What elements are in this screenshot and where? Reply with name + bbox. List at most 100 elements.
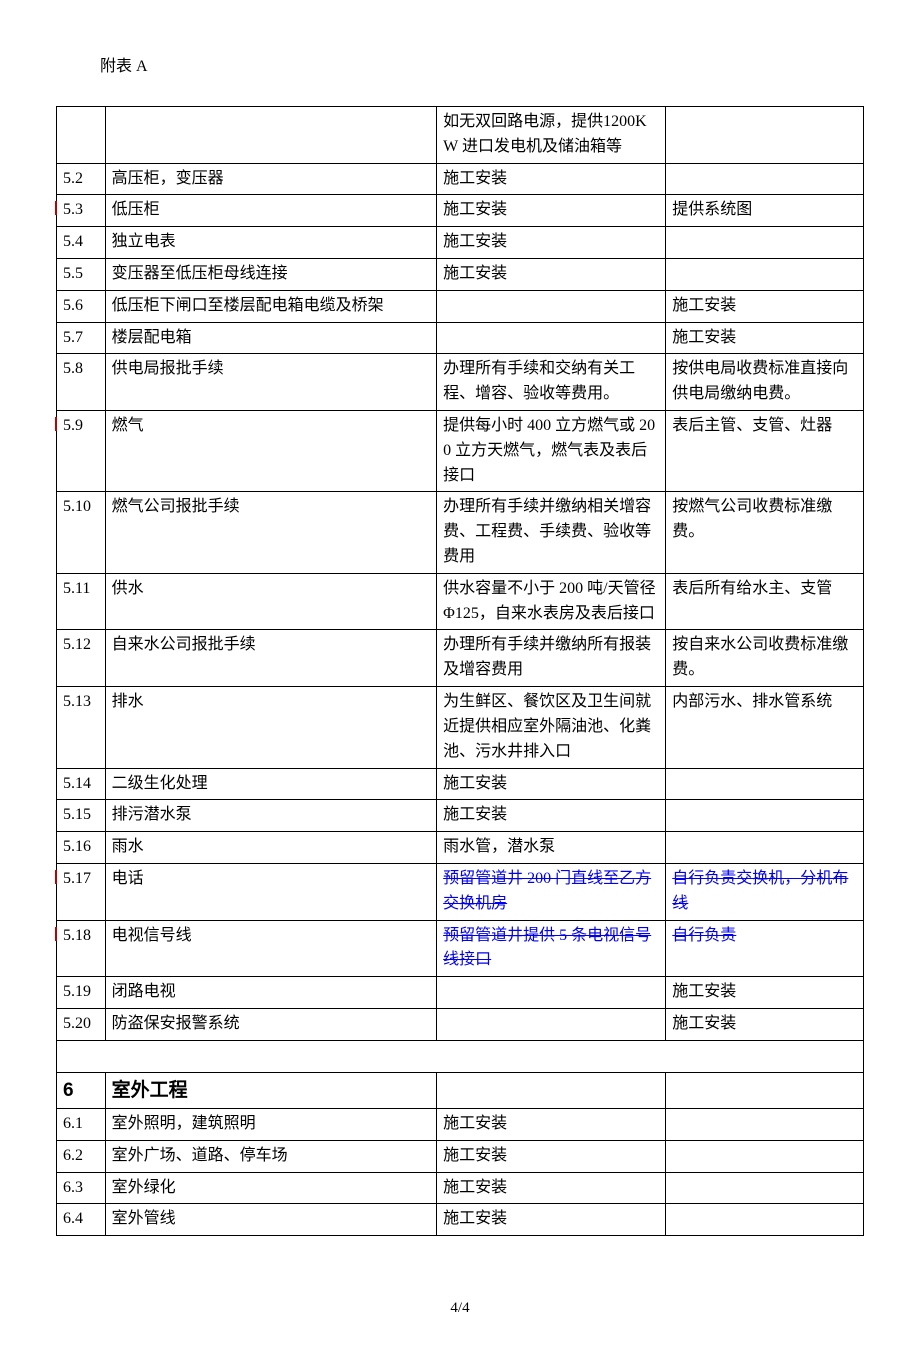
cell-col4 [666,163,864,195]
cell-col4: 自行负责交换机，分机布线 [666,863,864,920]
cell-number: 5.10 [57,492,106,573]
table-row: 6室外工程 [57,1072,864,1108]
cell-col4 [666,1108,864,1140]
table-row: 5.17电话预留管道井 200 门直线至乙方交换机房自行负责交换机，分机布线 [57,863,864,920]
cell-number: 5.20 [57,1008,106,1040]
cell-number: 5.16 [57,832,106,864]
cell-number: 5.13 [57,687,106,768]
cell-number: 5.12 [57,630,106,687]
cell-number: 5.11 [57,573,106,630]
cell-number: 5.9 [57,410,106,491]
cell-item: 电话 [105,863,437,920]
cell-col3: 施工安装 [437,1172,666,1204]
table-row: 5.18电视信号线预留管道井提供 5 条电视信号线接口自行负责 [57,920,864,977]
cell-item: 排污潜水泵 [105,800,437,832]
cell-col3: 办理所有手续并缴纳相关增容费、工程费、手续费、验收等费用 [437,492,666,573]
cell-col4 [666,1204,864,1236]
cell-col4 [666,832,864,864]
cell-col4 [666,258,864,290]
cell-item: 雨水 [105,832,437,864]
cell-col3: 施工安装 [437,1108,666,1140]
table-row [57,1040,864,1072]
cell-col3: 如无双回路电源，提供1200KW 进口发电机及储油箱等 [437,107,666,164]
cell-number: 5.8 [57,354,106,411]
page-footer: 4/4 [56,1300,864,1317]
cell-item: 室外绿化 [105,1172,437,1204]
cell-item: 供电局报批手续 [105,354,437,411]
cell-item: 闭路电视 [105,977,437,1009]
cell-col3: 施工安装 [437,1204,666,1236]
table-row: 6.3室外绿化施工安装 [57,1172,864,1204]
cell-item: 供水 [105,573,437,630]
cell-item: 燃气公司报批手续 [105,492,437,573]
cell-col3: 提供每小时 400 立方燃气或 200 立方天燃气，燃气表及表后接口 [437,410,666,491]
cell-number: 6 [57,1072,106,1108]
table-row: 5.2高压柜，变压器施工安装 [57,163,864,195]
cell-col3: 预留管道井 200 门直线至乙方交换机房 [437,863,666,920]
cell-col3: 施工安装 [437,227,666,259]
table-row: 5.6低压柜下闸口至楼层配电箱电缆及桥架施工安装 [57,290,864,322]
cell-col3: 办理所有手续并缴纳所有报装及增容费用 [437,630,666,687]
cell-number: 6.3 [57,1172,106,1204]
table-row: 5.7楼层配电箱施工安装 [57,322,864,354]
cell-item: 室外管线 [105,1204,437,1236]
cell-item [105,107,437,164]
cell-col4: 按燃气公司收费标准缴费。 [666,492,864,573]
table-row: 5.8供电局报批手续办理所有手续和交纳有关工程、增容、验收等费用。按供电局收费标… [57,354,864,411]
cell-col4 [666,1140,864,1172]
cell-item: 燃气 [105,410,437,491]
cell-col3: 施工安装 [437,258,666,290]
cell-number: 5.5 [57,258,106,290]
table-row: 5.20防盗保安报警系统 施工安装 [57,1008,864,1040]
cell-number [57,107,106,164]
cell-col4 [666,107,864,164]
cell-col4 [666,768,864,800]
cell-number: 5.7 [57,322,106,354]
cell-number: 6.2 [57,1140,106,1172]
cell-number: 5.2 [57,163,106,195]
cell-col3: 预留管道井提供 5 条电视信号线接口 [437,920,666,977]
cell-number: 5.3 [57,195,106,227]
cell-col3 [437,977,666,1009]
table-row: 5.5变压器至低压柜母线连接施工安装 [57,258,864,290]
cell-item: 室外工程 [105,1072,437,1108]
cell-col3: 施工安装 [437,1140,666,1172]
table-row: 5.16雨水雨水管，潜水泵 [57,832,864,864]
cell-col4 [666,227,864,259]
cell-col4: 施工安装 [666,977,864,1009]
cell-col3 [437,290,666,322]
table-row: 5.13排水为生鲜区、餐饮区及卫生间就近提供相应室外隔油池、化粪池、污水井排入口… [57,687,864,768]
cell-col3: 施工安装 [437,163,666,195]
cell-item: 室外照明，建筑照明 [105,1108,437,1140]
cell-item: 防盗保安报警系统 [105,1008,437,1040]
cell-item: 自来水公司报批手续 [105,630,437,687]
cell-col4: 内部污水、排水管系统 [666,687,864,768]
cell-col3: 办理所有手续和交纳有关工程、增容、验收等费用。 [437,354,666,411]
table-row: 5.19闭路电视施工安装 [57,977,864,1009]
cell-item: 二级生化处理 [105,768,437,800]
cell-col4: 表后所有给水主、支管 [666,573,864,630]
cell-col3: 施工安装 [437,195,666,227]
revision-mark-icon [55,417,57,431]
cell-col3 [437,1072,666,1108]
table-row: 5.15排污潜水泵施工安装 [57,800,864,832]
table-row: 5.14二级生化处理施工安装 [57,768,864,800]
cell-col3 [437,1008,666,1040]
cell-col4: 自行负责 [666,920,864,977]
cell-col4: 表后主管、支管、灶器 [666,410,864,491]
table-row: 5.3低压柜施工安装提供系统图 [57,195,864,227]
revision-mark-icon [55,201,57,215]
cell-item: 楼层配电箱 [105,322,437,354]
cell-col4 [666,800,864,832]
cell-col4 [666,1172,864,1204]
cell-col3: 雨水管，潜水泵 [437,832,666,864]
cell-number: 6.1 [57,1108,106,1140]
cell-item: 低压柜下闸口至楼层配电箱电缆及桥架 [105,290,437,322]
cell-col4: 施工安装 [666,1008,864,1040]
cell-item: 独立电表 [105,227,437,259]
revision-mark-icon [55,927,57,941]
cell-item: 室外广场、道路、停车场 [105,1140,437,1172]
table-row: 5.12自来水公司报批手续办理所有手续并缴纳所有报装及增容费用按自来水公司收费标… [57,630,864,687]
table-row: 5.4独立电表施工安装 [57,227,864,259]
cell-item: 低压柜 [105,195,437,227]
